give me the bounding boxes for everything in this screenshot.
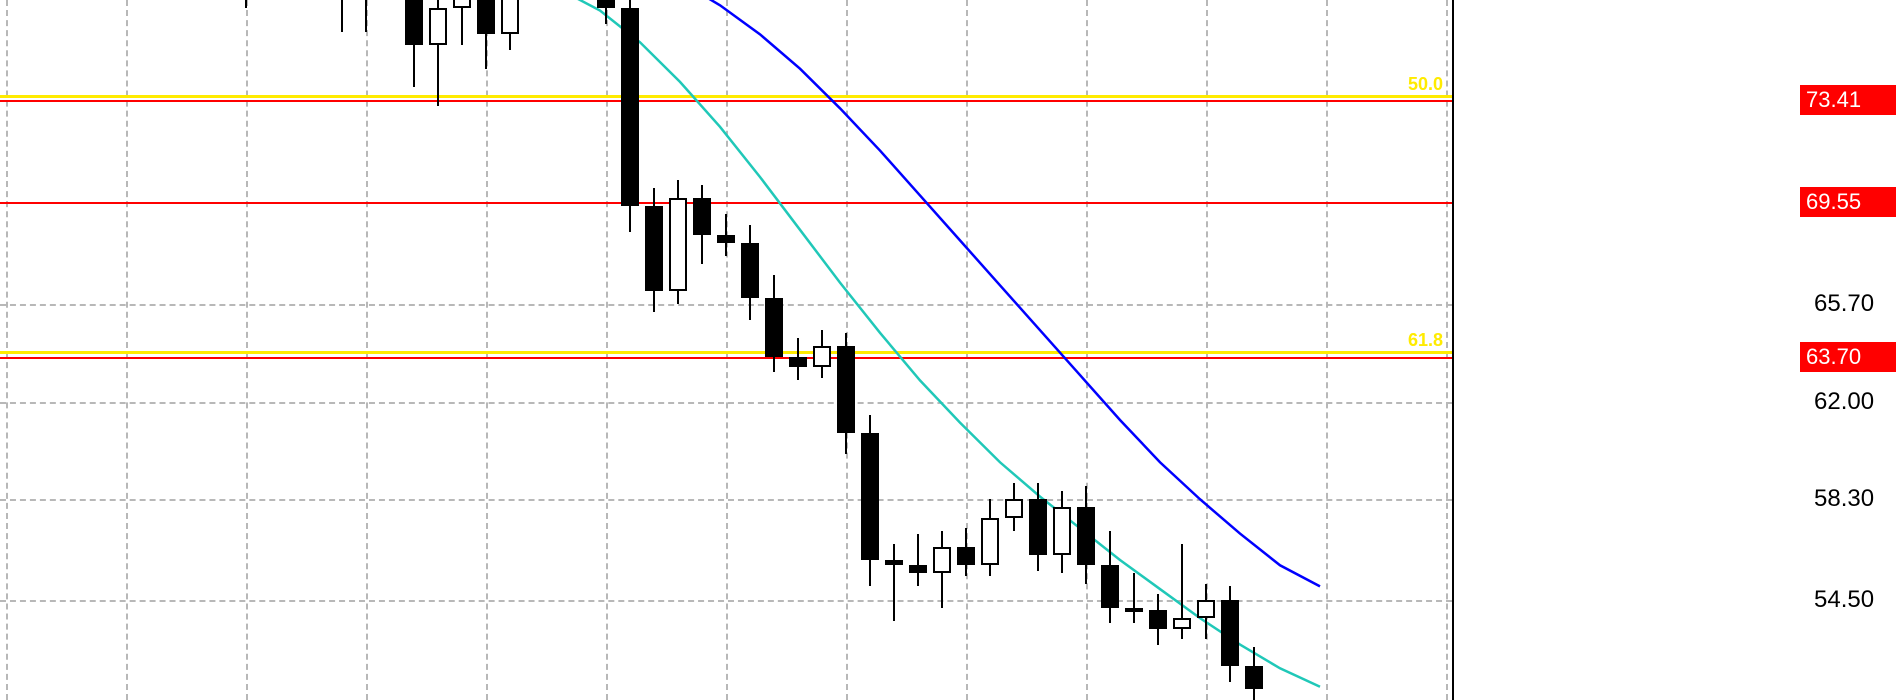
candle [789, 0, 807, 700]
candle [957, 0, 975, 700]
candle [1149, 0, 1167, 700]
candle [573, 0, 591, 700]
price-level-tag: 63.70 [1800, 342, 1896, 372]
candle [429, 0, 447, 700]
price-level-tag: 69.55 [1800, 187, 1896, 217]
candle [453, 0, 471, 700]
candle [837, 0, 855, 700]
candle [285, 0, 303, 700]
candle [549, 0, 567, 700]
candle [1029, 0, 1047, 700]
candle [381, 0, 399, 700]
candle [501, 0, 519, 700]
candle [981, 0, 999, 700]
candle [741, 0, 759, 700]
candle [813, 0, 831, 700]
fib-label: 61.8 [1408, 330, 1443, 351]
candle [309, 0, 327, 700]
candle [1101, 0, 1119, 700]
candle [597, 0, 615, 700]
candle [237, 0, 255, 700]
price-level-tag: 73.41 [1800, 85, 1896, 115]
price-tick-label: 65.70 [1814, 290, 1874, 318]
plot-area[interactable]: 50.0 61.8 [0, 0, 1454, 700]
candle [765, 0, 783, 700]
price-tick-label: 58.30 [1814, 485, 1874, 513]
candlestick-chart[interactable]: 50.061.8 65.7062.0058.3054.5073.4169.556… [0, 0, 1900, 700]
candle [885, 0, 903, 700]
candle [1053, 0, 1071, 700]
candle [1197, 0, 1215, 700]
candle [1245, 0, 1263, 700]
candle [717, 0, 735, 700]
candle [477, 0, 495, 700]
candle [261, 0, 279, 700]
price-tick-label: 62.00 [1814, 388, 1874, 416]
candle [645, 0, 663, 700]
price-axis: 65.70 62.00 58.30 54.50 73.41 69.55 63.70 [1800, 0, 1900, 700]
candle [357, 0, 375, 700]
candle [861, 0, 879, 700]
candle [933, 0, 951, 700]
fib-label: 50.0 [1408, 74, 1443, 95]
candle [1125, 0, 1143, 700]
candle [1221, 0, 1239, 700]
candle [1005, 0, 1023, 700]
candle [693, 0, 711, 700]
candle [1173, 0, 1191, 700]
candle [909, 0, 927, 700]
candle [525, 0, 543, 700]
candle [621, 0, 639, 700]
candle [1077, 0, 1095, 700]
candle [669, 0, 687, 700]
price-tick-label: 54.50 [1814, 586, 1874, 614]
candle [333, 0, 351, 700]
candle [405, 0, 423, 700]
